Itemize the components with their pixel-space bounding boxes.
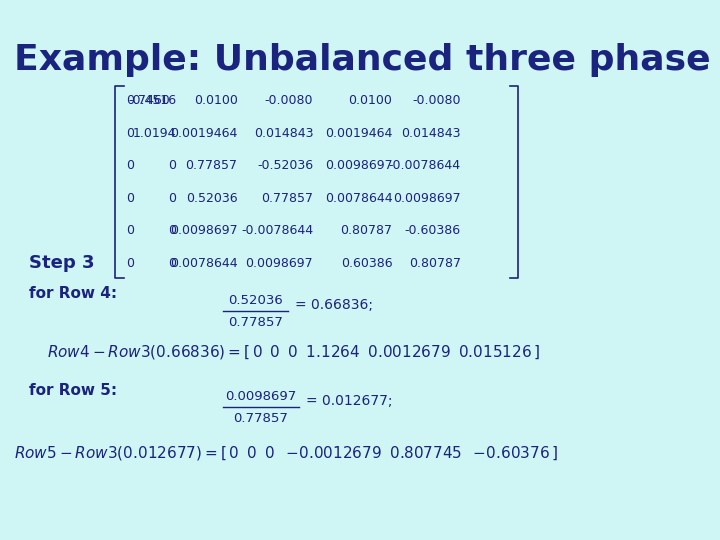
Text: 0.0100: 0.0100	[348, 94, 392, 107]
Text: 0.60386: 0.60386	[341, 256, 392, 269]
Text: 0.014843: 0.014843	[253, 127, 313, 140]
Text: -0.52036: -0.52036	[257, 159, 313, 172]
Text: 0.0019464: 0.0019464	[325, 127, 392, 140]
Text: 0.7460: 0.7460	[126, 94, 170, 107]
Text: Example: Unbalanced three phase load: Example: Unbalanced three phase load	[14, 43, 720, 77]
Text: 0: 0	[168, 224, 176, 237]
Text: 0.0098697: 0.0098697	[393, 192, 461, 205]
Text: 0: 0	[168, 256, 176, 269]
Text: 0.77857: 0.77857	[186, 159, 238, 172]
Text: 0: 0	[126, 159, 134, 172]
Text: 0.80787: 0.80787	[341, 224, 392, 237]
Text: 0.0019464: 0.0019464	[170, 127, 238, 140]
Text: 0.0078644: 0.0078644	[170, 256, 238, 269]
Text: Step 3: Step 3	[29, 254, 94, 272]
Text: for Row 4:: for Row 4:	[29, 286, 117, 301]
Text: 0.0098697: 0.0098697	[170, 224, 238, 237]
Text: 0: 0	[168, 159, 176, 172]
Text: 0.52036: 0.52036	[186, 192, 238, 205]
Text: 0.77857: 0.77857	[261, 192, 313, 205]
Text: 0.0100: 0.0100	[194, 94, 238, 107]
Text: -0.0080: -0.0080	[265, 94, 313, 107]
Text: -0.0080: -0.0080	[413, 94, 461, 107]
Text: -0.0078644: -0.0078644	[241, 224, 313, 237]
Text: $\mathit{Row5} - \mathit{Row3}(0.012677) = \left[\,0\;\;0\;\;0\;\;-\!0.0012679\;: $\mathit{Row5} - \mathit{Row3}(0.012677)…	[14, 444, 559, 462]
Text: 0.0078644: 0.0078644	[325, 192, 392, 205]
Text: 0.014843: 0.014843	[401, 127, 461, 140]
Text: -0.60386: -0.60386	[405, 224, 461, 237]
Text: 0.0098697: 0.0098697	[325, 159, 392, 172]
Text: 0: 0	[168, 192, 176, 205]
Text: = 0.66836;: = 0.66836;	[295, 298, 373, 312]
Text: -0.0078644: -0.0078644	[389, 159, 461, 172]
Text: 0.77857: 0.77857	[228, 316, 283, 329]
Text: 0.0098697: 0.0098697	[246, 256, 313, 269]
Text: 1.0194: 1.0194	[133, 127, 176, 140]
Text: = 0.012677;: = 0.012677;	[306, 394, 392, 408]
Text: 0.52036: 0.52036	[228, 294, 283, 307]
Text: for Row 5:: for Row 5:	[29, 383, 117, 399]
Text: 0: 0	[126, 256, 134, 269]
Text: 0: 0	[126, 127, 134, 140]
Text: 0.80787: 0.80787	[409, 256, 461, 269]
Text: 0: 0	[126, 192, 134, 205]
Text: 0.77857: 0.77857	[233, 412, 289, 425]
Text: -0.4516: -0.4516	[128, 94, 176, 107]
Text: 0: 0	[126, 224, 134, 237]
Text: 0.0098697: 0.0098697	[225, 390, 297, 403]
Text: $\mathit{Row4} - \mathit{Row3}(0.66836) = \left[\,0\;\;0\;\;0\;\;1.1264\;\;0.001: $\mathit{Row4} - \mathit{Row3}(0.66836) …	[47, 343, 540, 361]
